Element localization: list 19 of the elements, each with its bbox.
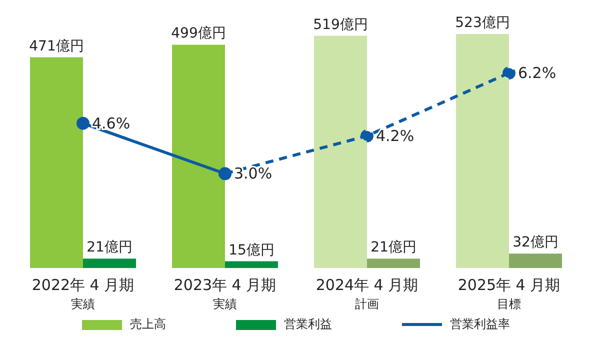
- data-label: 3.0%: [234, 164, 272, 183]
- legend-label: 営業利益率: [450, 316, 510, 333]
- data-label: 499億円: [171, 26, 226, 42]
- legend-label: 売上高: [130, 316, 166, 333]
- data-label: 519億円: [313, 16, 368, 33]
- data-label: 4.2%: [376, 126, 414, 145]
- data-label: 6.2%: [518, 64, 556, 82]
- x-tick-label: 2023年 4 月期実績: [174, 276, 276, 311]
- x-tick-label: 2022年 4 月期実績: [32, 276, 134, 311]
- legend-label: 営業利益: [284, 316, 332, 333]
- data-label: 523億円: [455, 15, 510, 31]
- data-label: 471億円: [29, 38, 84, 54]
- data-label: 32億円: [512, 234, 558, 251]
- data-label: 15億円: [228, 242, 274, 258]
- data-label: 4.6%: [92, 114, 130, 132]
- data-label: 21億円: [370, 240, 416, 256]
- data-label: 21億円: [86, 240, 132, 256]
- x-tick-label: 2024年 4 月期計画: [316, 276, 418, 311]
- x-tick-label: 2025年 4 月期目標: [458, 276, 560, 311]
